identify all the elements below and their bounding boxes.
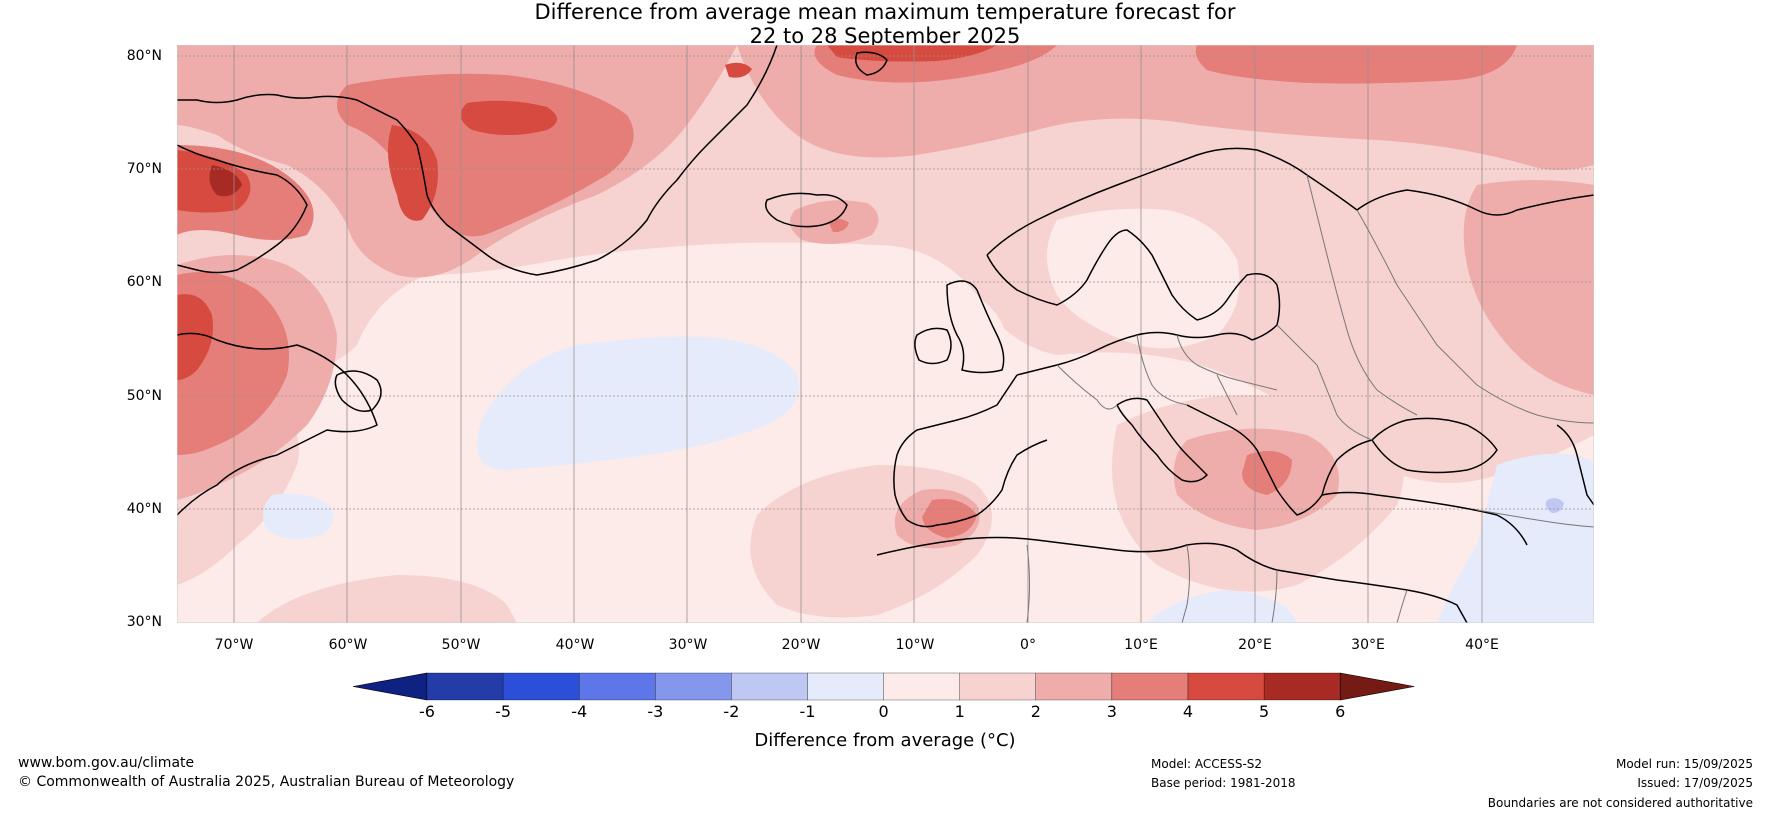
colorbar-tick-label: 1 [954,702,965,721]
coast-newfoundland [334,370,382,412]
colorbar-tick-label: 0 [878,702,889,721]
colorbar-tick-label: -6 [419,702,435,721]
lon-label-70w: 70°W [214,637,254,653]
colorbar-tick-label: -3 [647,702,664,721]
lon-label-30w: 30°W [668,637,708,653]
footer-model-run: Model run: 15/09/2025 [1615,757,1753,771]
coast-africa-north [876,536,1468,623]
anomaly-3-4-iceland-spot [829,219,849,233]
anomaly-3-4-barents [1195,45,1517,84]
coast-labrador [177,332,378,516]
footer-copyright: © Commonwealth of Australia 2025, Austra… [18,774,515,790]
colorbar-box [502,672,580,701]
colorbar-tick-label: 2 [1030,702,1041,721]
anomaly-4-5-svalbard-spot [725,62,752,78]
title-line-2: 22 to 28 September 2025 [749,24,1021,48]
coast-italy [1116,397,1208,483]
anomaly-1-2-south-band [257,575,517,623]
footer-base-period: Base period: 1981-2018 [1151,776,1296,790]
coast-ireland [914,327,952,365]
anomaly-neg-southwest [263,493,334,539]
colorbar-box [1187,672,1265,701]
lat-label-70n: 70°N [126,161,162,177]
coast-baffin [177,144,308,274]
coast-norway-south [986,229,1198,321]
colorbar-tick-label: 5 [1259,702,1270,721]
coast-greenland [177,45,778,276]
colorbar-box [883,672,960,701]
coastlines [177,45,1594,623]
coast-britain [946,280,1005,374]
colorbar-extend-high [1339,672,1415,701]
lon-label-40e: 40°E [1465,637,1499,653]
anomaly-4-5-greenland-west [388,125,438,221]
anomaly-4-5-labrador [177,294,213,380]
coast-caspian [1556,424,1594,506]
colorbar-box [807,672,884,701]
anomaly-1-2-scandi-tongue [1047,208,1240,349]
colorbar-box [655,672,732,701]
anomaly-3-4-greenland [337,73,634,237]
lat-label-60n: 60°N [126,274,162,290]
colorbar-tick-label: 4 [1182,702,1194,721]
colorbar-box [959,672,1036,701]
colorbar [352,672,1415,701]
coast-blacksea [1371,417,1498,474]
colorbar-tick-label: 3 [1106,702,1117,721]
country-borders [1026,174,1594,623]
colorbar-box [1263,672,1341,701]
coast-iceland [765,192,848,228]
footer-website[interactable]: www.bom.gov.au/climate [18,755,195,771]
coast-baltic [1196,273,1281,341]
lat-label-50n: 50°N [126,388,162,404]
map-title: Difference from average mean maximum tem… [0,0,1770,48]
coast-svalbard [855,51,888,76]
lat-label-80n: 80°N [126,48,162,64]
anomaly-neg-turkey [1437,453,1594,623]
coast-balkans [1186,404,1373,516]
footer-issued: Issued: 17/09/2025 [1637,776,1753,790]
colorbar-box [579,672,656,701]
lon-label-20w: 20°W [781,637,821,653]
anomaly-2-3-east [1463,180,1594,395]
colorbar-box [426,672,504,701]
forecast-map [177,45,1594,623]
gridlines [177,45,1594,623]
colorbar-tick-label: 6 [1335,702,1346,721]
anomaly-neg-atlantic [477,336,799,470]
anomaly-3-4-balkans [1242,451,1292,495]
lon-label-40w: 40°W [555,637,595,653]
colorbar-tick-label: -1 [799,702,816,721]
colorbar-box [1035,672,1113,701]
anomaly-4-5-greenland [460,100,557,135]
anomaly-4-5-svalbard [827,45,997,62]
footer-disclaimer: Boundaries are not considered authoritat… [1487,796,1753,810]
colorbar-tick-label: -5 [495,702,512,721]
lon-label-30e: 30°E [1351,637,1385,653]
lon-label-60w: 60°W [328,637,368,653]
colorbar-box [731,672,808,701]
colorbar-box [1111,672,1189,701]
coast-turkey [1321,491,1528,546]
lon-label-20e: 20°E [1238,637,1272,653]
colorbar-extend-low [352,672,428,701]
lon-label-50w: 50°W [441,637,481,653]
colorbar-tick-label: -2 [723,702,740,721]
lon-label-10e: 10°E [1124,637,1158,653]
coast-scandinavia [986,147,1594,256]
lat-label-40n: 40°N [126,501,162,517]
lat-label-30n: 30°N [126,614,162,630]
colorbar-tick-label: -4 [571,702,588,721]
coast-iberia [893,374,1048,528]
lon-label-0: 0° [1020,637,1036,653]
title-line-1: Difference from average mean maximum tem… [534,0,1236,24]
anomaly-3-4-iberia [922,499,977,538]
lon-label-10w: 10°W [895,637,935,653]
colorbar-label: Difference from average (°C) [754,730,1016,751]
footer-model: Model: ACCESS-S2 [1151,757,1263,771]
